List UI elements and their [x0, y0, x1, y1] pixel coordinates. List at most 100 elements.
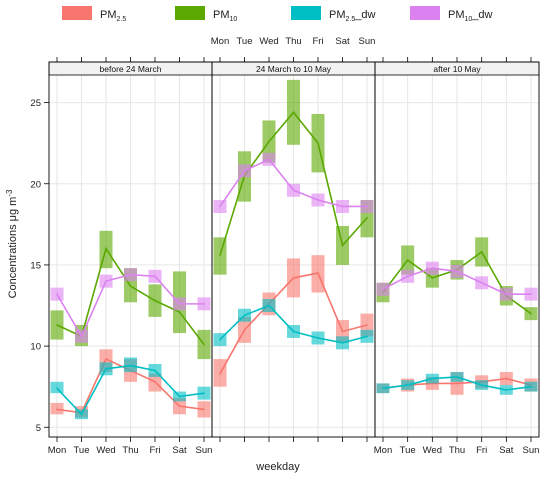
panel-title: after 10 May	[433, 64, 481, 74]
legend-label-sub: 10	[230, 16, 238, 23]
series-point-pm10	[366, 217, 368, 219]
series-point-pm10dw	[530, 293, 532, 295]
legend-label-pm25dw: PM2.5_dw	[329, 9, 375, 23]
range-box-pm25dw	[50, 381, 64, 394]
series-point-pm10	[203, 343, 205, 346]
series-point-pm10	[341, 244, 344, 247]
series-point-pm10dw	[268, 158, 270, 161]
series-point-pm25dw	[431, 377, 434, 380]
range-box-pm25dw	[124, 357, 137, 373]
series-point-pm10	[219, 254, 221, 256]
series-point-pm25	[203, 408, 205, 411]
series-point-pm25dw	[243, 314, 246, 317]
series-point-pm10dw	[382, 288, 384, 291]
legend: PM2.5 PM10 PM2.5_dw PM10_dw	[62, 6, 493, 23]
x-tick-label: Fri	[149, 445, 160, 456]
legend-swatch-pm25dw	[291, 6, 321, 20]
x-tick-label-top: Sun	[359, 36, 376, 47]
legend-item-pm10: PM10	[175, 6, 237, 23]
legend-swatch-pm10dw	[410, 6, 440, 20]
series-point-pm10dw	[406, 275, 409, 278]
series-point-pm25dw	[203, 392, 205, 394]
series-point-pm10dw	[129, 273, 132, 276]
series-point-pm25dw	[292, 330, 295, 333]
series-point-pm10	[105, 247, 107, 250]
x-tick-label: Sat	[172, 445, 187, 456]
x-axis-label: weekday	[255, 461, 300, 473]
series-point-pm25	[178, 405, 181, 407]
series-pm25dw	[213, 299, 374, 350]
legend-label-sub: 2.5	[117, 16, 127, 23]
series-point-pm25	[154, 381, 156, 383]
x-tick-label-top: Thu	[285, 36, 301, 47]
top-x-axis: Mon Tue Wed Thu Fri Sat Sun	[56, 36, 532, 62]
x-tick-label: Tue	[73, 445, 89, 456]
x-tick-label-top: Fri	[312, 36, 323, 47]
series-point-pm25	[456, 382, 458, 385]
x-tick-label-top: Sat	[335, 36, 350, 47]
x-tick-label: Mon	[374, 445, 392, 456]
series-point-pm10	[178, 311, 181, 313]
panel-grid	[49, 75, 212, 437]
series-point-pm10dw	[505, 293, 508, 295]
range-box-pm25	[50, 402, 64, 415]
x-tick-label: Sun	[523, 445, 540, 456]
series-point-pm25	[56, 408, 58, 411]
x-tick-label: Sat	[499, 445, 514, 456]
x-tick-label: Thu	[122, 445, 138, 456]
legend-label-base: PM	[100, 9, 117, 21]
series-point-pm25dw	[530, 385, 532, 388]
legend-swatch-pm10	[175, 6, 205, 20]
series-point-pm10dw	[178, 303, 181, 305]
series-point-pm25dw	[406, 384, 409, 386]
series-point-pm10dw	[219, 205, 221, 208]
series-point-pm10	[292, 111, 295, 114]
series-point-pm10dw	[154, 275, 156, 278]
y-tick-label: 10	[30, 342, 41, 353]
series-point-pm10dw	[243, 169, 246, 172]
legend-swatch-pm25	[62, 6, 92, 20]
legend-item-pm10dw: PM10_dw	[410, 6, 493, 23]
y-tick-label: 5	[36, 423, 41, 434]
series-point-pm25dw	[178, 395, 181, 398]
x-tick-label: Fri	[476, 445, 487, 456]
panel-title: before 24 March	[100, 64, 162, 74]
series-point-pm10dw	[292, 189, 295, 192]
x-tick-label-top: Tue	[236, 36, 252, 47]
legend-label-pm25: PM2.5	[100, 9, 126, 23]
series-point-pm25	[317, 272, 319, 274]
legend-item-pm25dw: PM2.5_dw	[291, 6, 375, 23]
series-point-pm25	[505, 377, 508, 380]
series-point-pm10dw	[366, 205, 368, 208]
y-tick-label: 15	[30, 260, 41, 271]
bottom-x-axis: Mon Tue Wed Thu Fri Sat Sun Mon Tue Wed Thu Fri Sat S…	[48, 437, 540, 456]
series-point-pm25dw	[505, 389, 508, 391]
legend-label-base: PM	[213, 9, 230, 21]
panel-1: before 24 March	[48, 61, 213, 438]
panels: before 24 March 24 March to 10 May after 1…	[48, 61, 540, 438]
legend-label-suffix: _dw	[354, 9, 375, 21]
series-point-pm10dw	[341, 205, 344, 208]
x-tick-label: Thu	[449, 445, 465, 456]
series-point-pm10dw	[203, 303, 205, 305]
series-point-pm10	[431, 277, 434, 279]
y-axis-label-text: Concentrations μg m	[7, 197, 19, 299]
x-tick-label: Wed	[96, 445, 115, 456]
series-point-pm25dw	[56, 387, 58, 390]
panel-title: 24 March to 10 May	[256, 64, 332, 74]
series-point-pm25	[219, 372, 221, 375]
legend-item-pm25: PM2.5	[62, 6, 126, 23]
legend-label-sub: 10	[465, 16, 473, 23]
legend-label-pm10dw: PM10_dw	[448, 9, 493, 23]
series-point-pm25dw	[382, 387, 384, 390]
series-pm25dw	[50, 357, 211, 420]
series-point-pm10	[129, 285, 132, 287]
y-axis: 5 10 15 20 25	[30, 98, 49, 434]
series-point-pm25dw	[268, 304, 270, 307]
series-point-pm25dw	[317, 337, 319, 339]
series-point-pm10dw	[456, 270, 458, 273]
series-pm10dw	[213, 152, 374, 213]
x-tick-label: Sun	[196, 445, 213, 456]
series-point-pm10	[530, 312, 532, 315]
